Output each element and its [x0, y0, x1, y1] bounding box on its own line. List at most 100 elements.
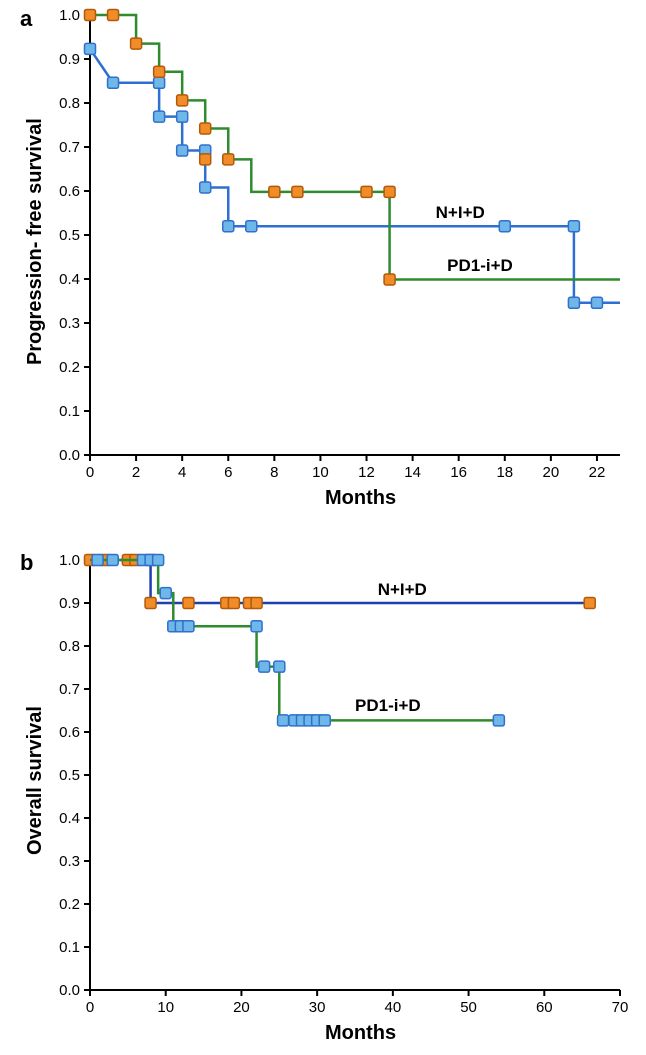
svg-text:0.3: 0.3	[59, 315, 80, 332]
series-marker-N+I+D	[246, 221, 257, 232]
series-line-N+I+D	[90, 560, 590, 603]
series-marker-N+I+D	[85, 43, 96, 54]
svg-text:0.9: 0.9	[59, 595, 80, 612]
series-marker-N+I+D	[145, 555, 156, 566]
plot-a: 0.00.10.20.30.40.50.60.70.80.91.00246810…	[0, 0, 646, 1055]
series-label-PD1-i+D: PD1-i+D	[447, 256, 513, 276]
series-marker-PD1-i+D	[493, 715, 504, 726]
series-marker-PD1-i+D	[251, 621, 262, 632]
series-marker-PD1-i+D	[361, 186, 372, 197]
svg-text:0.5: 0.5	[59, 227, 80, 244]
svg-text:0.9: 0.9	[59, 51, 80, 68]
series-marker-N+I+D	[228, 598, 239, 609]
series-marker-PD1-i+D	[92, 555, 103, 566]
series-marker-PD1-i+D	[200, 123, 211, 134]
series-marker-PD1-i+D	[131, 38, 142, 49]
series-marker-N+I+D	[85, 555, 96, 566]
svg-text:4: 4	[178, 464, 186, 481]
svg-text:0.4: 0.4	[59, 271, 80, 288]
svg-text:0.0: 0.0	[59, 447, 80, 464]
series-marker-N+I+D	[200, 182, 211, 193]
svg-text:0.6: 0.6	[59, 183, 80, 200]
svg-text:0.7: 0.7	[59, 139, 80, 156]
svg-text:0.8: 0.8	[59, 638, 80, 655]
panel-label-a: a	[20, 6, 32, 32]
x-axis-title-a: Months	[325, 487, 396, 510]
series-marker-PD1-i+D	[319, 715, 330, 726]
svg-text:0.6: 0.6	[59, 724, 80, 741]
svg-text:8: 8	[270, 464, 278, 481]
series-marker-PD1-i+D	[274, 661, 285, 672]
series-marker-PD1-i+D	[223, 154, 234, 165]
series-marker-PD1-i+D	[168, 621, 179, 632]
series-marker-N+I+D	[108, 77, 119, 88]
series-marker-N+I+D	[221, 598, 232, 609]
svg-text:0.0: 0.0	[59, 982, 80, 999]
svg-text:12: 12	[358, 464, 375, 481]
series-marker-N+I+D	[251, 598, 262, 609]
panel-label-b: b	[20, 550, 33, 576]
series-marker-PD1-i+D	[138, 555, 149, 566]
series-marker-N+I+D	[154, 77, 165, 88]
svg-text:60: 60	[536, 999, 553, 1016]
svg-text:0: 0	[86, 999, 94, 1016]
svg-text:0.1: 0.1	[59, 939, 80, 956]
series-marker-PD1-i+D	[177, 95, 188, 106]
y-axis-title-b: Overall survival	[24, 706, 47, 855]
svg-text:14: 14	[404, 464, 421, 481]
series-marker-N+I+D	[223, 221, 234, 232]
x-axis-title-b: Months	[325, 1022, 396, 1045]
svg-text:0.2: 0.2	[59, 359, 80, 376]
svg-text:22: 22	[589, 464, 606, 481]
series-marker-N+I+D	[177, 145, 188, 156]
series-marker-PD1-i+D	[108, 10, 119, 21]
series-marker-N+I+D	[100, 555, 111, 566]
series-marker-PD1-i+D	[312, 715, 323, 726]
series-marker-PD1-i+D	[85, 10, 96, 21]
series-marker-PD1-i+D	[269, 186, 280, 197]
series-marker-N+I+D	[200, 145, 211, 156]
series-marker-PD1-i+D	[160, 588, 171, 599]
svg-text:0.8: 0.8	[59, 95, 80, 112]
survival-figure: a Progression- free survival Months N+I+D PD…	[0, 0, 646, 1055]
series-label-N+I+D: N+I+D	[378, 580, 427, 600]
series-marker-PD1-i+D	[384, 274, 395, 285]
svg-text:0.5: 0.5	[59, 767, 80, 784]
series-line-PD1-i+D	[90, 560, 499, 720]
svg-text:40: 40	[385, 999, 402, 1016]
plot-b: 0.0 0.1 0.2 0.3 0.4 0.5 0.6 0.7 0.8 0.9 1.0 0 10 20 30…	[0, 0, 646, 1055]
series-marker-N+I+D	[130, 555, 141, 566]
svg-text:0.1: 0.1	[59, 403, 80, 420]
svg-text:20: 20	[233, 999, 250, 1016]
series-marker-PD1-i+D	[175, 621, 186, 632]
svg-text:50: 50	[460, 999, 477, 1016]
svg-text:0.2: 0.2	[59, 896, 80, 913]
svg-text:6: 6	[224, 464, 232, 481]
svg-text:0: 0	[86, 464, 94, 481]
series-marker-N+I+D	[183, 598, 194, 609]
svg-text:10: 10	[312, 464, 329, 481]
series-marker-PD1-i+D	[145, 555, 156, 566]
series-label-N+I+D: N+I+D	[436, 203, 485, 223]
svg-text:10: 10	[157, 999, 174, 1016]
series-marker-PD1-i+D	[297, 715, 308, 726]
svg-text:30: 30	[309, 999, 326, 1016]
series-marker-PD1-i+D	[200, 154, 211, 165]
svg-text:18: 18	[496, 464, 513, 481]
series-marker-N+I+D	[584, 598, 595, 609]
svg-text:0.4: 0.4	[59, 810, 80, 827]
series-marker-PD1-i+D	[292, 186, 303, 197]
series-marker-PD1-i+D	[289, 715, 300, 726]
y-axis-title-a: Progression- free survival	[24, 118, 47, 365]
svg-text:20: 20	[543, 464, 560, 481]
series-marker-N+I+D	[499, 221, 510, 232]
series-marker-PD1-i+D	[153, 555, 164, 566]
series-marker-N+I+D	[244, 598, 255, 609]
series-line-PD1-i+D	[90, 15, 620, 279]
series-marker-N+I+D	[122, 555, 133, 566]
series-marker-N+I+D	[568, 297, 579, 308]
svg-text:1.0: 1.0	[59, 552, 80, 569]
series-marker-PD1-i+D	[278, 715, 289, 726]
series-label-PD1-i+D: PD1-i+D	[355, 696, 421, 716]
series-marker-PD1-i+D	[183, 621, 194, 632]
